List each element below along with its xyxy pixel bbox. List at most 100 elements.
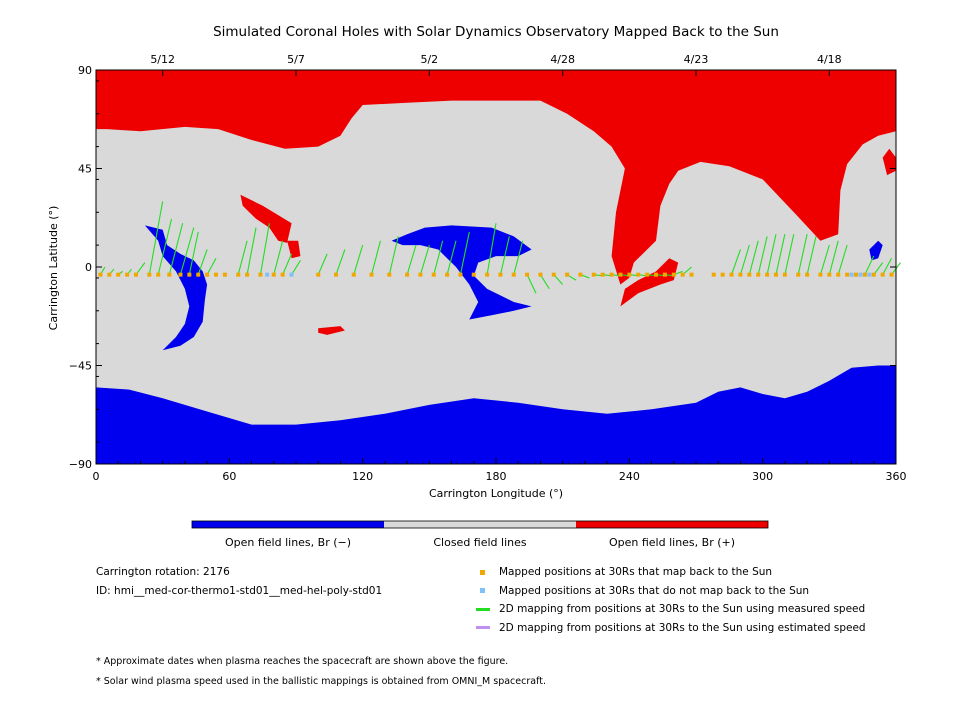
line-marker-icon [476,626,490,629]
region-north-positive-polar-cap [96,70,896,285]
mapping-line-6 [157,218,173,275]
colorbar-frame [191,520,769,529]
mapped-point-60 [805,272,810,277]
mapped-point-47 [671,272,676,277]
mapped-point-37 [578,272,583,277]
mapped-point-48 [680,272,685,277]
mapping-line-19 [335,249,346,275]
map-axes: 0 60 120 180 240 300 360 90 45 0 −45 −90 5/12 5/7 5/2 4… [69,53,907,483]
region-negative-patch-350 [869,240,883,261]
mapped-point-10 [196,272,201,277]
mapped-point-38 [591,272,596,277]
mapped-point-39 [600,272,605,277]
mapped-point-31 [498,272,503,277]
date-tick-label-4: 4/23 [684,53,709,66]
x-tick-label-4: 240 [619,470,640,483]
unmapped-point-3 [858,272,863,277]
mapping-line-61 [882,257,893,275]
mapping-line-53 [784,234,795,275]
mapping-line-17 [291,260,301,275]
mapped-point-43 [636,272,641,277]
region-negative-hole-170 [391,225,532,320]
mapped-point-32 [511,272,516,277]
mapping-line-13 [246,227,257,275]
mapped-point-30 [485,272,490,277]
date-tick-label-3: 4/28 [550,53,575,66]
line-marker-icon [476,607,490,611]
legend-label-0: Mapped positions at 30Rs that map back t… [499,566,773,578]
mapped-point-33 [525,272,530,277]
mapped-point-59 [796,272,801,277]
y-tick-label-1: 45 [78,163,92,176]
mapped-point-45 [654,272,658,277]
mapped-point-44 [645,272,650,277]
legend-item-3: 2D mapping from positions at 30Rs to the… [476,622,866,634]
mapping-line-25 [433,240,444,275]
mapping-line-5 [148,201,164,275]
mapped-point-35 [551,272,556,277]
mapped-point-51 [720,272,725,277]
mapped-point-4 [134,272,138,277]
mapped-point-11 [205,272,210,277]
model-id-text: ID: hmi__med-cor-thermo1-std01__med-hel-… [96,585,383,597]
mapped-point-61 [818,272,823,277]
colorbar-label-1: Closed field lines [433,536,527,549]
square-marker-icon [480,588,485,593]
square-marker-icon [480,569,485,575]
mapping-line-10 [197,249,208,275]
mapped-point-36 [565,272,570,277]
mapped-point-68 [880,272,885,277]
y-tick-label-3: −45 [69,360,92,373]
date-tick-label-1: 5/7 [287,53,305,66]
mapped-point-54 [747,272,752,277]
mapped-point-23 [387,272,392,277]
mapped-point-5 [147,272,152,277]
mapping-line-28 [486,223,497,275]
mapped-point-52 [729,272,734,277]
mapped-point-55 [756,272,761,277]
mapped-point-63 [836,272,841,277]
legend-label-1: Mapped positions at 30Rs that do not map… [499,584,810,597]
mapping-line-18 [317,253,328,275]
x-tick-label-3: 180 [486,470,507,483]
mapped-point-57 [774,272,778,277]
mapped-point-41 [618,272,623,277]
mapping-line-30 [513,240,524,275]
unmapped-point-4 [867,272,872,277]
colorbar-segment-0 [192,521,384,528]
mapping-line-23 [406,244,417,275]
mapping-line-50 [757,236,768,275]
mapped-point-22 [369,272,374,277]
mapping-line-47 [731,249,741,275]
mapping-line-54 [797,234,808,275]
mapping-line-51 [766,234,777,275]
region-negative-hole-50 [144,225,208,351]
mapping-line-22 [388,236,399,275]
y-tick-label-4: −90 [69,458,92,471]
legend-item-1: Mapped positions at 30Rs that do not map… [476,585,809,597]
region-positive-patch-south [318,326,345,335]
mapped-point-66 [862,272,867,277]
mapping-line-20 [353,244,364,275]
mapping-line-55 [806,236,817,275]
date-tick-label-5: 4/18 [817,53,842,66]
mapped-point-9 [187,272,192,277]
mapping-line-31 [526,274,537,294]
mapped-point-62 [827,272,832,277]
x-tick-label-6: 360 [886,470,907,483]
mapping-line-4 [135,262,146,275]
mapped-point-13 [222,272,227,277]
x-tick-label-1: 60 [222,470,236,483]
mapped-point-24 [405,272,410,277]
mapped-point-46 [662,272,667,277]
mapping-line-16 [282,253,293,275]
mapping-line-11 [206,257,217,275]
mapped-point-6 [156,272,161,277]
mapped-point-64 [845,272,850,277]
colorbar: Open field lines, Br (−) Closed field lin… [191,520,769,549]
mapping-line-49 [748,240,759,275]
y-tick-label-2: 0 [85,261,92,274]
mapped-point-18 [280,272,285,277]
chart-title: Simulated Coronal Holes with Solar Dynam… [213,24,779,40]
